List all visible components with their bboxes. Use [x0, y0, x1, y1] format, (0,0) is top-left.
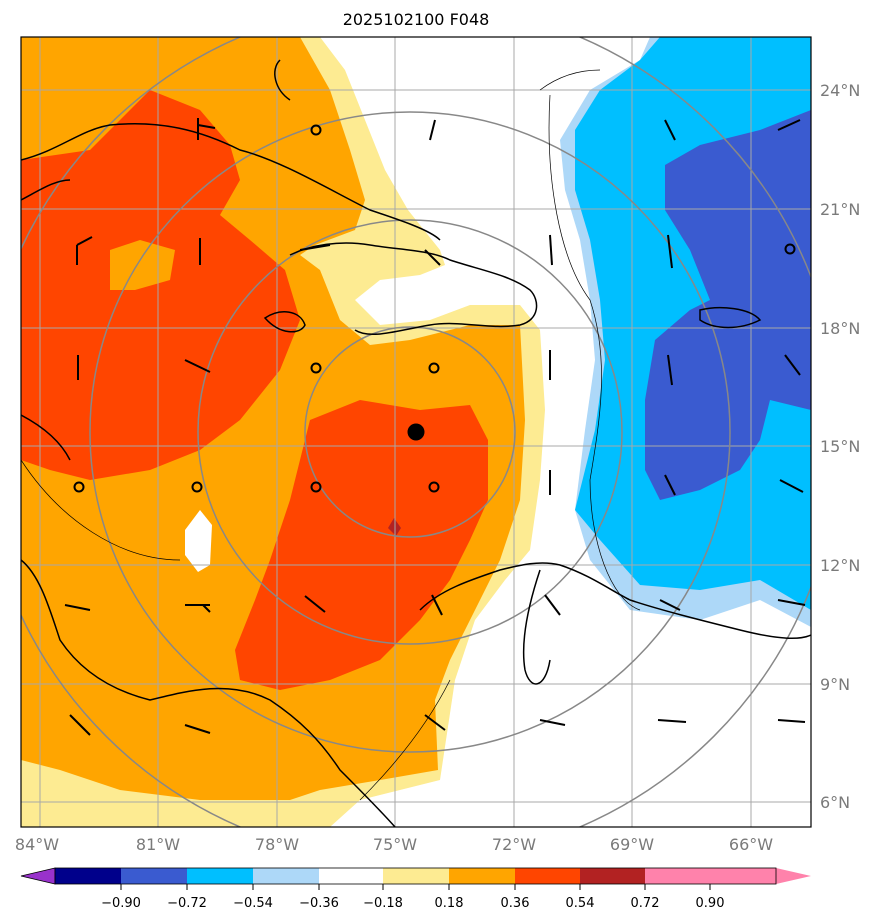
colorbar-tick-label: −0.90: [101, 896, 141, 911]
lat-label: 18°N: [820, 319, 860, 338]
lon-label: 66°W: [729, 835, 773, 854]
colorbar-extend-high: [710, 868, 811, 884]
colorbar-tick-label: −0.36: [299, 896, 339, 911]
colorbar-frame: [54, 867, 777, 885]
colorbar-tick-label: 0.36: [501, 896, 530, 911]
colorbar-tick-label: 0.54: [566, 896, 595, 911]
country-borders: [21, 69, 641, 801]
colorbar-segment: [580, 868, 645, 884]
map-frame: [20, 36, 812, 828]
contour-hole-white: [185, 510, 212, 572]
lon-label: 72°W: [492, 835, 536, 854]
lat-label: 24°N: [820, 81, 860, 100]
colorbar-tick-label: 0.90: [696, 896, 725, 911]
colorbar-segment: [121, 868, 187, 884]
lat-label: 15°N: [820, 437, 860, 456]
lat-label: 12°N: [820, 556, 860, 575]
colorbar-extend-low: [20, 867, 56, 885]
colorbar-segment: [187, 868, 253, 884]
map-title: 2025102100 F048: [342, 10, 490, 29]
lon-label: 69°W: [610, 835, 654, 854]
colorbar-tick-label: 0.72: [631, 896, 660, 911]
colorbar-segment: [319, 868, 383, 884]
contour-fill-pos-054-west: [21, 90, 300, 480]
lon-label: 78°W: [255, 835, 299, 854]
longitude-labels: 84°W 81°W 78°W 75°W 72°W 69°W 66°W: [15, 835, 773, 854]
colorbar-segment: [383, 868, 449, 884]
colorbar-segment: [449, 868, 515, 884]
station-markers: [73, 124, 796, 493]
contour-fill-pos-054-central: [235, 400, 488, 690]
contour-fill-neg-054: [645, 110, 811, 500]
lat-label: 21°N: [820, 200, 860, 219]
colorbar-tick-label: 0.18: [435, 896, 464, 911]
colorbar-tick-label: −0.54: [233, 896, 273, 911]
coastlines: [21, 59, 811, 827]
colorbar-ticks: [120, 884, 711, 890]
latitude-labels: 24°N 21°N 18°N 15°N 12°N 9°N 6°N: [820, 81, 860, 812]
wind-barbs: [64, 118, 806, 736]
colorbar: −0.90 −0.72 −0.54 −0.36 −0.18 0.18 0.36 …: [20, 867, 811, 911]
colorbar-tick-label: −0.18: [363, 896, 403, 911]
range-rings: [21, 37, 811, 827]
lat-label: 9°N: [820, 675, 850, 694]
map-plot-area: [21, 37, 811, 827]
lon-label: 75°W: [373, 835, 417, 854]
contour-island-orange: [110, 240, 175, 290]
lon-label: 81°W: [136, 835, 180, 854]
colorbar-tick-label: −0.72: [167, 896, 207, 911]
lat-label: 6°N: [820, 793, 850, 812]
colorbar-segment: [55, 868, 121, 884]
colorbar-segment: [515, 868, 580, 884]
lon-label: 84°W: [15, 835, 59, 854]
storm-center-marker: [407, 423, 425, 441]
colorbar-segment: [253, 868, 319, 884]
colorbar-segment: [645, 868, 710, 884]
